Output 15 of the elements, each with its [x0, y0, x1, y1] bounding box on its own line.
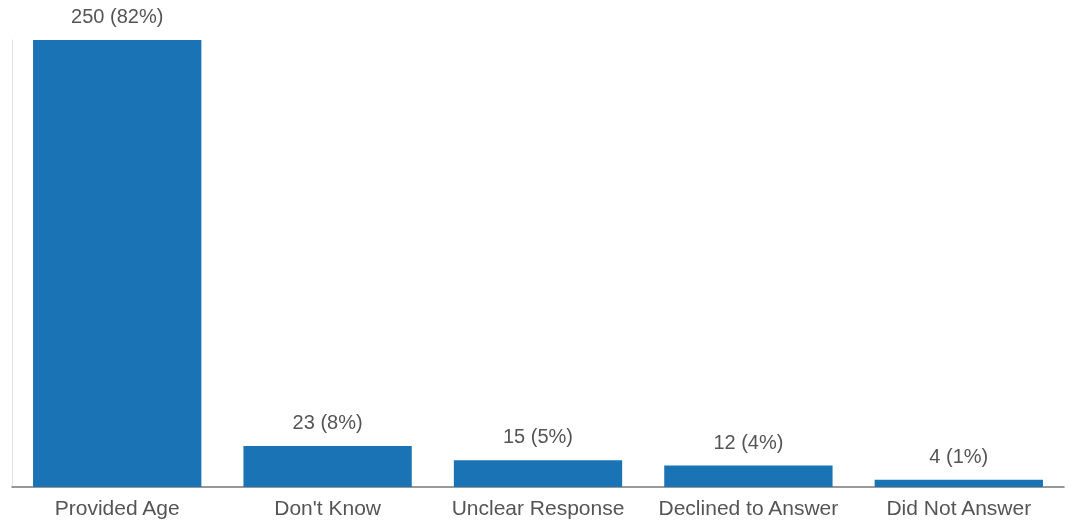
bar [453, 460, 623, 487]
x-tick-label: Don't Know [274, 496, 382, 519]
data-label: 15 (5%) [502, 425, 574, 448]
data-label: 12 (4%) [713, 430, 784, 453]
data-label: 23 (8%) [292, 410, 363, 433]
bar [874, 479, 1043, 487]
bar [243, 445, 412, 487]
x-tick-label: Declined to Answer [658, 496, 839, 519]
bar [664, 465, 833, 487]
data-label: 4 (1%) [929, 444, 989, 467]
x-tick-label: Unclear Response [451, 496, 625, 519]
x-tick-label: Did Not Answer [886, 496, 1032, 519]
bar [33, 40, 202, 487]
x-tick-label: Provided Age [54, 496, 180, 519]
data-label: 250 (82%) [71, 5, 164, 27]
